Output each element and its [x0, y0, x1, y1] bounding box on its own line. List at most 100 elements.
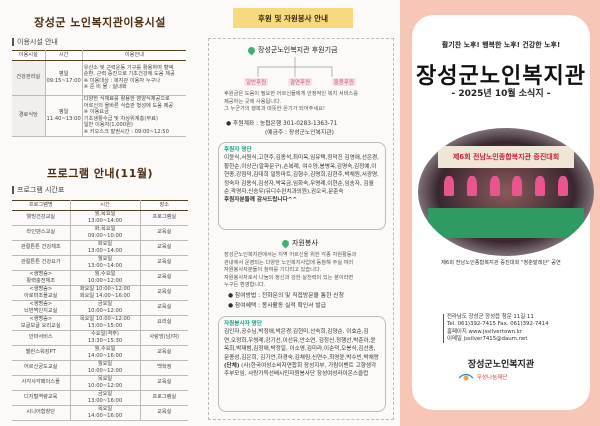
col-header: 장소: [140, 200, 188, 211]
name-line: <생명숨>: [29, 271, 53, 277]
volunteer-list-box: 자원봉사자 명단 김인자,공수님,박정애,박은경,김현미,선숙희,김양순, 이효…: [218, 316, 386, 412]
email-link[interactable]: 이메일 jssilver7415@daum.net: [447, 335, 528, 342]
program-row: <생명숨> 활력충전체조 월,수요일 10:00~12:00 교육실: [12, 270, 188, 286]
program-time: 금요일 10:00~12:00: [70, 300, 141, 316]
dancers: [438, 176, 574, 196]
name-line: 어르신궁도교실: [24, 364, 58, 371]
info-line: ※ 이용요금: [83, 109, 109, 115]
program-time: 화,목요일 09:00~10:00: [70, 225, 141, 241]
time-line: 목요일: [97, 406, 113, 412]
facility-days: 평일: [58, 71, 69, 77]
program-section-header: 프로그램 시간표: [12, 185, 64, 195]
time-line: 월요일: [97, 256, 113, 262]
volunteer-header: 자원봉사: [280, 238, 318, 248]
name-line: 뇌번쩍인지교실: [24, 307, 58, 314]
time-line: 화요일: [97, 241, 113, 247]
program-table: 프로그램명 시간 장소 웰빙건강교실 월,목요일 13:00~14:00 프로그램실 라…: [12, 200, 188, 421]
info-line: 순환, 근력 증진으로 기초건강에 도움 제공: [83, 71, 175, 77]
foundation-logo: 무성나눔재단: [458, 372, 507, 382]
name-line: 밸런스워킹PT: [25, 349, 56, 356]
text-line: 관내에서 운영되는 다양한 노인복지사업에 동참해 주실 여러: [224, 259, 354, 266]
name-line: 시니어합창단: [26, 409, 56, 416]
facility-hours: 11:40~13:00: [46, 115, 81, 122]
time-line: 화요일 14:00~16:00: [79, 292, 131, 299]
fund-title: 장성군노인복지관 후원기금: [258, 46, 338, 54]
text-line: 후원금은 도움이 필요한 어르신들에게 안정적인 복지 서비스를: [224, 91, 358, 97]
time-line: 월,수요일: [94, 346, 116, 352]
program-name: 사각사각페이스몰: [12, 375, 71, 391]
name-line: 라인댄스교실: [26, 229, 56, 236]
time-line: 월,목요일: [94, 211, 116, 217]
program-place: 교육실: [140, 300, 188, 316]
cover-subtitle: - 2025년 10월 소식지 -: [451, 89, 551, 99]
program-row: 안마서비스 수요일(격주) 13:30~15:30 사랑방(남/여): [12, 330, 188, 346]
bullet-item: ● 참여방법 : 전화문의 및 직접방문을 통한 신청: [228, 293, 344, 299]
name-line: 웰빙건강교실: [26, 214, 56, 221]
name-line: 관절튼튼 건강요가: [20, 259, 61, 266]
volunteer-title: 자원봉사: [292, 239, 318, 247]
time-line: 금요일: [97, 301, 113, 307]
time-line: 14:00~16:00: [87, 352, 123, 359]
phone-fax: Tel. 061)392-7415 Fax. 061)392-7414: [447, 321, 549, 328]
info-line: 기초생활수급 및 차상위계층(무료): [83, 115, 158, 122]
foundation-name: 무성나눔재단: [477, 375, 508, 381]
program-place: 교육실: [140, 375, 188, 391]
info-line: 다양한 식재료를 활용한 영양식제공으로: [83, 96, 170, 102]
facility-section-header: 이용시설 안내: [12, 37, 58, 47]
program-name: 라인댄스교실: [12, 225, 71, 241]
program-title: 프로그램 안내(11월): [46, 167, 154, 180]
fund-header: 장성군노인복지관 후원기금: [246, 45, 338, 55]
fund-type-general: 일반후원: [244, 78, 269, 86]
fund-tree-lines: [257, 57, 333, 77]
program-time: 목요일 14:00~16:00: [70, 405, 141, 421]
program-time: 월,수요일 14:00~16:00: [70, 345, 141, 361]
facility-info: 유산소 및 근력운동 기구를 활용하여 혈액 순환, 근력 증진으로 기초건강에 …: [82, 60, 186, 96]
name-line: 디지털역량교육: [24, 394, 58, 401]
volunteer-list-title: 자원봉사자 명단: [224, 321, 262, 327]
program-place: 교육실: [140, 270, 188, 286]
photo-caption: 제6회 전남노인종합복지관 증진대회 "청춘발레단" 공연: [441, 260, 561, 266]
time-line: 13:30~15:30: [87, 337, 123, 344]
program-time: 목요일 10:00~12:00 13:00~15:00: [70, 315, 141, 331]
facility-title: 장성군 노인복지관이용시설: [34, 16, 166, 29]
info-line: ※ 준 비 물 : 실내화: [83, 84, 127, 90]
program-place: 요리실: [140, 315, 188, 331]
time-line: 10:00~12:00: [87, 367, 123, 374]
time-line: 13:00~14:00: [87, 262, 123, 269]
text-line: 자원봉사자분들의 참여를 기다리고 있습니다.: [224, 267, 322, 274]
name-line: 아로마조몰교실: [24, 292, 58, 299]
program-name: <생명숨> 활력충전체조: [12, 270, 71, 286]
program-time: 월,수요일 10:00~12:00: [70, 270, 141, 286]
program-time: 수요일(격주) 13:30~15:30: [70, 330, 141, 346]
facility-row: 경로식당 평일 11:40~13:00 다양한 식재료를 활용한 영양식제공으로 어…: [12, 95, 186, 137]
time-line: 10:00~12:00: [87, 307, 123, 314]
location-pin-icon: [246, 45, 257, 55]
program-row: 사각사각페이스몰 목요일 10:00~12:00 교육실: [12, 375, 188, 391]
cover-title: 장성군노인복지관: [416, 64, 586, 89]
program-row: 어르신궁도교실 월요일 10:00~12:00 백학정: [12, 360, 188, 376]
time-line: 10:00~12:00: [87, 382, 123, 389]
group-names: (사)한국여성소비자연합회 장성지부, 가람이벤트 고향생각 주부모임, 사랑가…: [224, 362, 377, 378]
col-header: 이용시설: [12, 50, 46, 61]
photo-stage-banner: 제6회 전남노인종합복지관 증진대회: [438, 146, 574, 168]
facility-hours: 09:15~17:00: [46, 77, 81, 84]
fund-type-sponsorship: 결연후원: [287, 78, 313, 86]
program-row: <생명숨> 아로마조몰교실 화요일 10:00~12:00 화요일 14:00~16…: [12, 285, 188, 301]
time-line: 14:00~16:00: [87, 412, 123, 419]
info-line: 일반 이용자(1,000원): [83, 122, 133, 128]
name-line: 사각사각페이스몰: [21, 379, 60, 386]
program-name: 디지털역량교육: [12, 390, 71, 406]
program-row: 디지털역량교육 금요일 13:00~16:00 프로그램실: [12, 390, 188, 406]
program-time: 목요일 10:00~12:00: [70, 375, 141, 391]
program-row: 관절튼튼 건강요가 월요일 13:00~14:00 교육실: [12, 255, 188, 271]
foundation-logo-icon: [458, 373, 474, 381]
group-label: (단체): [224, 362, 240, 369]
facility-time: 평일 11:40~13:00: [45, 95, 83, 137]
program-name: 관절튼튼 건강체조: [12, 240, 71, 256]
donor-thanks: 후원자분들께 감사드립니다^^: [224, 197, 298, 204]
program-name: 안마서비스: [12, 330, 71, 346]
program-row: 라인댄스교실 화,목요일 09:00~10:00 교육실: [12, 225, 188, 241]
facility-name: 경로식당: [12, 95, 46, 137]
homepage-link[interactable]: 홈페이지 www.jssilvertown.kr: [447, 328, 523, 335]
section-label: 프로그램 시간표: [17, 186, 65, 194]
